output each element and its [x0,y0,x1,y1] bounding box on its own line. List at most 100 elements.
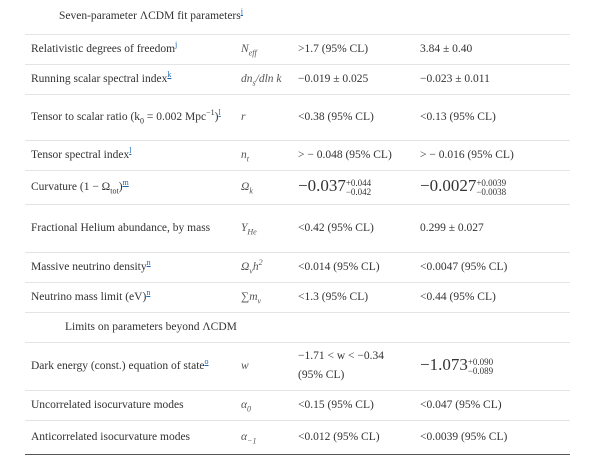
wmap-value: <0.38 (95% CL) [292,93,414,140]
text: dn [241,72,253,85]
text: −0.019 ± 0.025 [298,72,369,85]
text: −0.023 ± 0.011 [420,72,490,85]
text: <0.0047 (95% CL) [420,260,508,273]
parameter-symbol: Ωk [235,169,292,204]
parameter-row: Fractional Helium abundance, by mass YHe <… [25,203,571,252]
parameter-row: Relativistic degrees of freedomj Neff >1.7… [25,33,571,64]
footnote-link[interactable]: j [175,39,178,49]
wmap-value: > − 0.048 (95% CL) [292,139,414,170]
wmap-value: <1.3 (95% CL) [292,281,414,312]
text: Fractional Helium abundance, by mass [31,221,211,234]
upper-error: +0.044 [345,178,372,189]
text: <0.014 (95% CL) [298,260,380,273]
lower-error: −0.089 [467,366,494,377]
parameter-symbol: Ωνh2 [235,251,292,282]
error-bounds: +0.090 −0.089 [468,358,493,376]
parameter-row: Massive neutrino densityn Ωνh2 <0.014 (95%… [25,251,571,282]
parameter-row: Curvature (1 − Ωtot)m Ωk −0.037 +0.044 −0.04… [25,169,571,204]
text: <0.15 (95% CL) [298,398,374,411]
wmap-value: −0.019 ± 0.025 [292,63,414,94]
subscript: ν [249,265,253,275]
parameter-name: Dark energy (const.) equation of stateo [25,341,235,390]
parameter-symbol: r [235,93,292,140]
parameter-symbol: nt [235,139,292,170]
text: Ω [241,260,250,273]
combined-value: <0.13 (95% CL) [414,93,571,140]
text: h [252,260,259,273]
text: n [241,148,247,161]
text: >1.7 (95% CL) [298,42,369,55]
text: <0.38 (95% CL) [298,110,374,123]
text: Massive neutrino density [31,260,147,273]
text: Running scalar spectral index [31,72,168,85]
text: <0.012 (95% CL) [298,430,380,443]
subscript: ν [257,295,262,305]
parameter-name: Anticorrelated isocurvature modes [25,419,235,454]
subscript: tot [110,185,119,195]
text: ) [118,180,123,193]
text: −0.0027 [420,176,477,195]
combined-value: −0.0027 +0.0039 −0.0038 [414,169,571,204]
footnote-link[interactable]: j [240,7,243,17]
footnote-link[interactable]: k [167,69,172,79]
combined-value: 3.84 ± 0.40 [414,33,571,64]
footnote-link[interactable]: l [218,107,221,117]
parameter-row: Uncorrelated isocurvature modes α0 <0.15 (… [25,389,571,420]
subscript: s [252,77,256,87]
wmap-value: <0.42 (95% CL) [292,203,414,252]
wmap-value: >1.7 (95% CL) [292,33,414,64]
text: −1.073 [420,355,468,374]
footnote-link[interactable]: n [146,287,151,297]
text: Anticorrelated isocurvature modes [31,430,191,443]
text: Tensor to scalar ratio (k [31,110,141,123]
footnote-link[interactable]: o [204,356,209,366]
parameter-name: Massive neutrino densityn [25,251,235,282]
combined-value: 0.299 ± 0.027 [414,203,571,252]
parameter-symbol: YHe [235,203,292,252]
text: = 0.002 Mpc [144,110,207,123]
superscript: −1 [206,107,215,117]
upper-error: +0.0039 [476,178,507,189]
footnote-link[interactable]: n [146,257,151,267]
text: α [241,430,248,443]
text: ∑m [241,290,258,303]
text: Ω [241,180,250,193]
parameter-row: Tensor to scalar ratio (k0 = 0.002 Mpc−1… [25,93,571,140]
text: > − 0.016 (95% CL) [420,148,514,161]
text: Y [241,221,248,234]
parameter-name: Uncorrelated isocurvature modes [25,389,235,420]
section-title: Limits on parameters beyond ΛCDM [25,311,571,342]
text: Curvature (1 − Ω [31,180,111,193]
text: > − 0.048 (95% CL) [298,148,392,161]
combined-value: <0.0039 (95% CL) [414,419,571,454]
combined-value: <0.0047 (95% CL) [414,251,571,282]
lower-error: −0.0038 [476,187,507,198]
error-bounds: +0.044 −0.042 [346,179,371,197]
footnote-link[interactable]: m [122,177,129,187]
parameter-name: Tensor to scalar ratio (k0 = 0.002 Mpc−1… [25,93,235,140]
lower-error: −0.042 [345,187,372,198]
parameter-name: Running scalar spectral indexk [25,63,235,94]
text: −1.71 < w < −0.34 (95% CL) [298,350,384,381]
subscript: 0 [247,403,252,413]
combined-value: −0.023 ± 0.011 [414,63,571,94]
text: Seven-parameter ΛCDM fit parameters [59,10,241,23]
text: <0.44 (95% CL) [420,290,496,303]
subscript: He [247,226,257,236]
parameter-row: Tensor spectral indexl nt > − 0.048 (95% C… [25,139,571,170]
subscript: k [249,185,253,195]
section-header: Limits on parameters beyond ΛCDM [25,311,571,342]
footnote-link[interactable]: l [129,145,132,155]
table-body: Seven-parameter ΛCDM fit parametersj Rela… [25,0,571,454]
text: <1.3 (95% CL) [298,290,369,303]
parameter-row: Neutrino mass limit (eV)n ∑mν <1.3 (95% CL… [25,281,571,312]
parameter-symbol: w [235,341,292,390]
text: 3.84 ± 0.40 [420,42,473,55]
wmap-value: <0.012 (95% CL) [292,419,414,454]
text: <0.13 (95% CL) [420,110,496,123]
text: r [241,110,246,123]
parameter-row: Dark energy (const.) equation of stateo w… [25,341,571,390]
upper-error: +0.090 [467,357,494,368]
text: ) [214,110,219,123]
text: −0.037 [298,176,346,195]
